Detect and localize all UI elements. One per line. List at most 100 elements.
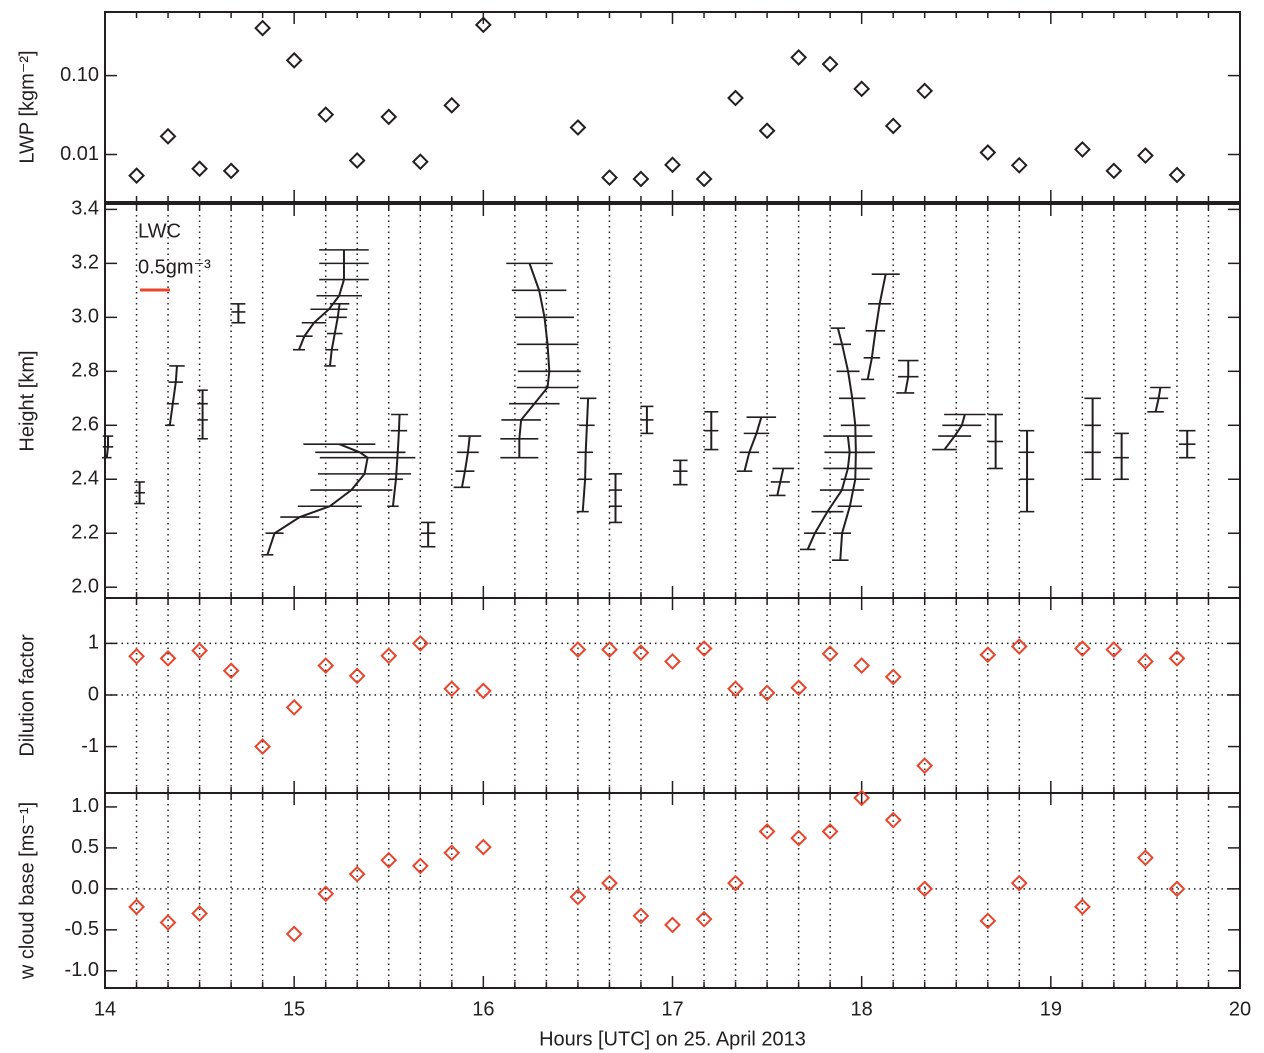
data-point bbox=[443, 96, 461, 114]
data-point bbox=[191, 160, 208, 178]
lwc-profile bbox=[943, 414, 966, 451]
data-point bbox=[348, 865, 366, 883]
y-tick-label: 1 bbox=[88, 632, 99, 654]
data-point bbox=[632, 170, 650, 188]
data-point bbox=[1010, 874, 1028, 892]
data-point bbox=[159, 127, 177, 145]
data-point bbox=[916, 880, 934, 898]
data-point bbox=[380, 851, 398, 869]
data-point bbox=[317, 657, 335, 674]
scale-label: 0.5gm⁻³ bbox=[138, 256, 211, 278]
data-point bbox=[727, 874, 744, 892]
data-point bbox=[285, 698, 303, 716]
data-point bbox=[411, 857, 429, 875]
lwc-profile bbox=[836, 327, 857, 561]
data-point bbox=[1105, 162, 1123, 180]
data-point bbox=[695, 640, 713, 657]
data-point bbox=[159, 914, 177, 931]
data-point bbox=[317, 885, 335, 903]
panel-frame bbox=[104, 203, 1241, 599]
data-point bbox=[411, 634, 429, 652]
data-point bbox=[758, 684, 776, 702]
y-tick-label: 2.2 bbox=[71, 522, 99, 544]
data-point bbox=[601, 874, 618, 892]
data-point bbox=[191, 642, 208, 660]
data-point bbox=[128, 898, 146, 916]
y-tick-label: 3.4 bbox=[71, 198, 99, 220]
data-point bbox=[1010, 156, 1028, 174]
data-point bbox=[1074, 898, 1091, 916]
y-tick-label: 0.01 bbox=[60, 143, 99, 165]
y-tick-label: 2.4 bbox=[71, 468, 99, 490]
data-point bbox=[474, 682, 492, 700]
data-point bbox=[380, 647, 398, 665]
lwc-profile bbox=[806, 435, 851, 550]
data-point bbox=[979, 646, 997, 664]
y-tick-label: 2.0 bbox=[71, 575, 99, 597]
data-point bbox=[128, 167, 146, 185]
lwc-profile bbox=[298, 249, 345, 351]
data-point bbox=[474, 16, 492, 34]
data-point bbox=[884, 668, 902, 686]
x-tick-label: 20 bbox=[1229, 998, 1251, 1020]
data-point bbox=[979, 912, 997, 930]
panel: -1 0 1 Dilution factor bbox=[16, 597, 1241, 794]
y-tick-label: 1.0 bbox=[71, 795, 99, 817]
data-point bbox=[1074, 640, 1091, 657]
x-tick-label: 16 bbox=[472, 998, 494, 1020]
data-point bbox=[222, 162, 240, 180]
data-point bbox=[853, 657, 871, 674]
data-point bbox=[727, 89, 744, 107]
data-point bbox=[1010, 638, 1028, 655]
lwc-profile bbox=[460, 435, 471, 488]
legend-label: LWC bbox=[138, 220, 181, 242]
data-point bbox=[790, 49, 808, 66]
lwc-profile bbox=[391, 414, 401, 507]
data-point bbox=[1137, 849, 1154, 867]
data-point bbox=[159, 649, 177, 667]
panel: 14 15 16 17 18 19 20 -1.0 -0.5 0.0 0.5 1.0 w cloud b… bbox=[16, 789, 1251, 1050]
data-point bbox=[821, 55, 839, 73]
lwc-profile bbox=[328, 303, 341, 367]
data-point bbox=[1074, 141, 1091, 158]
y-axis-title: Dilution factor bbox=[16, 634, 38, 757]
data-point bbox=[474, 838, 492, 856]
data-point bbox=[916, 82, 934, 100]
panel-frame bbox=[104, 11, 1241, 203]
y-tick-label: -1 bbox=[81, 735, 99, 757]
data-point bbox=[285, 51, 303, 69]
data-point bbox=[348, 152, 366, 169]
y-tick-label: 3.0 bbox=[71, 306, 99, 328]
data-point bbox=[285, 925, 303, 943]
data-point bbox=[380, 108, 398, 126]
panel-frame bbox=[104, 792, 1241, 989]
x-tick-label: 19 bbox=[1040, 998, 1062, 1020]
data-point bbox=[569, 641, 587, 659]
data-point bbox=[758, 122, 776, 140]
data-point bbox=[632, 907, 650, 925]
data-point bbox=[695, 170, 713, 188]
y-tick-label: 2.8 bbox=[71, 360, 99, 382]
data-point bbox=[1168, 649, 1186, 667]
data-point bbox=[790, 679, 808, 697]
y-tick-label: 3.2 bbox=[71, 252, 99, 274]
data-point bbox=[1168, 880, 1186, 898]
data-point bbox=[254, 19, 271, 37]
data-point bbox=[758, 823, 776, 840]
data-point bbox=[1137, 147, 1154, 164]
lwc-profile bbox=[866, 273, 887, 380]
data-point bbox=[348, 667, 366, 685]
panel: 0.01 0.10 LWP [kgm⁻²] bbox=[16, 11, 1241, 203]
data-point bbox=[569, 888, 587, 906]
y-tick-label: 0.0 bbox=[71, 877, 99, 899]
data-point bbox=[128, 647, 146, 665]
data-point bbox=[601, 641, 618, 659]
data-point bbox=[853, 80, 871, 98]
data-point bbox=[254, 738, 271, 755]
data-point bbox=[790, 829, 808, 847]
data-point bbox=[884, 811, 902, 829]
data-point bbox=[664, 156, 681, 174]
data-point bbox=[664, 916, 681, 934]
x-axis-title: Hours [UTC] on 25. April 2013 bbox=[539, 1028, 806, 1050]
